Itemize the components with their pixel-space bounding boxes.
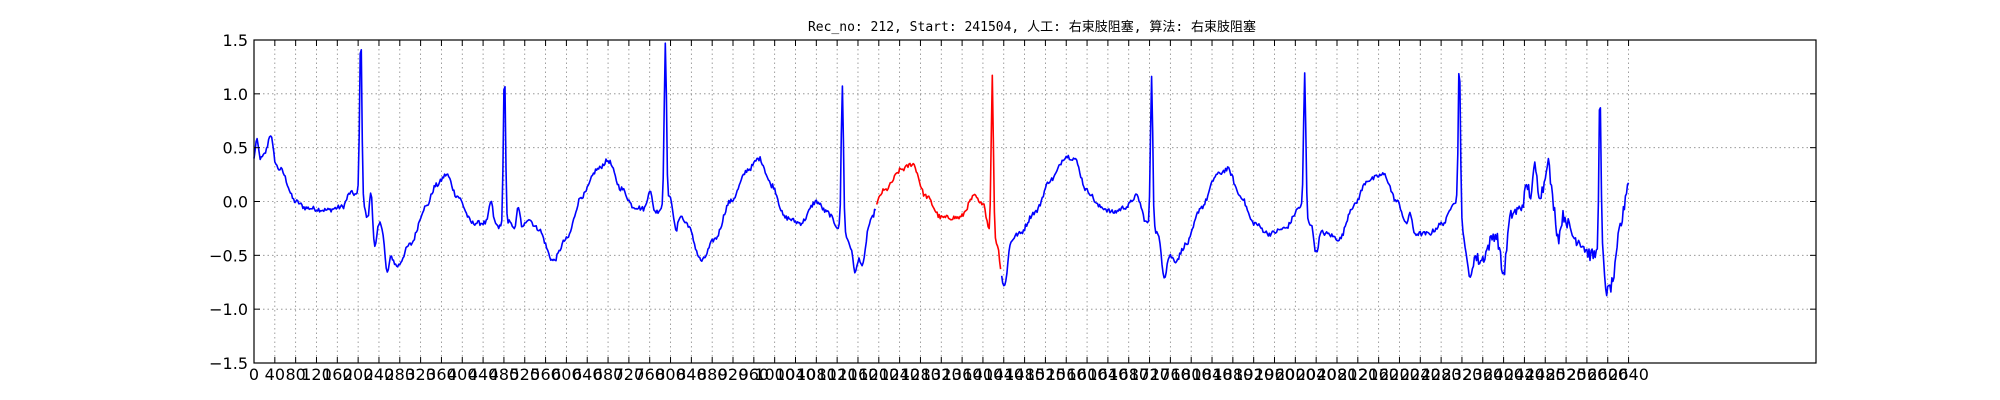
- x-tick-label: 40: [265, 365, 285, 384]
- x-tick-label: 1360: [942, 365, 983, 384]
- x-tick-label: 1040: [775, 365, 816, 384]
- x-tick-label: 2160: [1358, 365, 1399, 384]
- y-axis-ticks: −1.5 −1.0 −0.5 0.0 0.5 1.0 1.5: [209, 31, 1816, 373]
- x-tick-label: 1880: [1212, 365, 1253, 384]
- x-tick-label: 480: [489, 365, 520, 384]
- x-tick-label: 360: [426, 365, 457, 384]
- x-tick-label: 280: [385, 365, 416, 384]
- x-tick-label: 1160: [838, 365, 879, 384]
- x-tick-label: 720: [614, 365, 645, 384]
- x-tick-label: 560: [530, 365, 561, 384]
- x-tick-label: 1000: [754, 365, 795, 384]
- x-tick-label: 2440: [1504, 365, 1545, 384]
- x-tick-label: 0: [249, 365, 259, 384]
- x-tick-label: 2640: [1608, 365, 1649, 384]
- x-tick-label: 2040: [1296, 365, 1337, 384]
- x-tick-label: 320: [405, 365, 436, 384]
- x-tick-label: 1240: [879, 365, 920, 384]
- x-tick-label: 400: [447, 365, 478, 384]
- signal-line-normal: [253, 42, 877, 274]
- y-tick-label: 0.0: [223, 193, 248, 212]
- signal-line-normal: [1000, 72, 1630, 297]
- x-tick-label: 1520: [1025, 365, 1066, 384]
- x-tick-label: 2120: [1337, 365, 1378, 384]
- x-tick-label: 2520: [1546, 365, 1587, 384]
- x-tick-label: 1200: [858, 365, 899, 384]
- x-axis-ticks: 0 40 8012016020024028032036040044048052056…: [249, 40, 1649, 384]
- x-tick-label: 1640: [1088, 365, 1129, 384]
- x-tick-label: 2320: [1442, 365, 1483, 384]
- x-tick-label: 440: [468, 365, 499, 384]
- x-tick-label: 2560: [1567, 365, 1608, 384]
- y-tick-label: 1.5: [223, 31, 248, 50]
- x-tick-label: 1600: [1067, 365, 1108, 384]
- y-tick-label: −1.5: [209, 354, 248, 373]
- x-tick-label: 2000: [1275, 365, 1316, 384]
- x-tick-label: 160: [322, 365, 353, 384]
- x-tick-label: 200: [343, 365, 374, 384]
- x-tick-label: 1840: [1192, 365, 1233, 384]
- x-tick-label: 2400: [1483, 365, 1524, 384]
- y-tick-label: 1.0: [223, 85, 248, 104]
- x-tick-label: 1280: [900, 365, 941, 384]
- x-tick-label: 1320: [921, 365, 962, 384]
- y-tick-label: −0.5: [209, 246, 248, 265]
- x-tick-label: 2280: [1421, 365, 1462, 384]
- x-tick-label: 1920: [1233, 365, 1274, 384]
- y-tick-label: 0.5: [223, 139, 248, 158]
- x-tick-label: 1960: [1254, 365, 1295, 384]
- x-tick-label: 1720: [1129, 365, 1170, 384]
- x-tick-label: 120: [301, 365, 332, 384]
- x-tick-label: 1480: [1004, 365, 1045, 384]
- chart-title: Rec_no: 212, Start: 241504, 人工: 右束肢阻塞, 算…: [808, 19, 1256, 35]
- x-tick-label: 1120: [817, 365, 858, 384]
- x-tick-label: 2200: [1379, 365, 1420, 384]
- x-tick-label: 2240: [1400, 365, 1441, 384]
- x-tick-label: 1760: [1150, 365, 1191, 384]
- x-tick-label: 800: [655, 365, 686, 384]
- x-tick-label: 1080: [796, 365, 837, 384]
- x-tick-label: 1400: [963, 365, 1004, 384]
- x-tick-label: 240: [364, 365, 395, 384]
- ecg-signal: [253, 42, 1630, 297]
- x-tick-label: 1440: [983, 365, 1024, 384]
- x-tick-label: 920: [718, 365, 749, 384]
- x-tick-label: 600: [551, 365, 582, 384]
- x-tick-label: 960: [739, 365, 770, 384]
- x-tick-label: 520: [509, 365, 540, 384]
- x-tick-label: 2480: [1525, 365, 1566, 384]
- x-tick-label: 640: [572, 365, 603, 384]
- x-tick-label: 1800: [1171, 365, 1212, 384]
- x-tick-label: 1680: [1108, 365, 1149, 384]
- signal-line-highlighted: [875, 74, 1002, 270]
- x-tick-label: 80: [285, 365, 305, 384]
- y-tick-label: −1.0: [209, 300, 248, 319]
- x-tick-label: 2080: [1317, 365, 1358, 384]
- x-tick-label: 680: [593, 365, 624, 384]
- x-tick-label: 1560: [1046, 365, 1087, 384]
- x-tick-label: 2600: [1587, 365, 1628, 384]
- x-tick-label: 840: [676, 365, 707, 384]
- x-tick-label: 2360: [1462, 365, 1503, 384]
- x-tick-label: 880: [697, 365, 728, 384]
- x-tick-label: 760: [634, 365, 665, 384]
